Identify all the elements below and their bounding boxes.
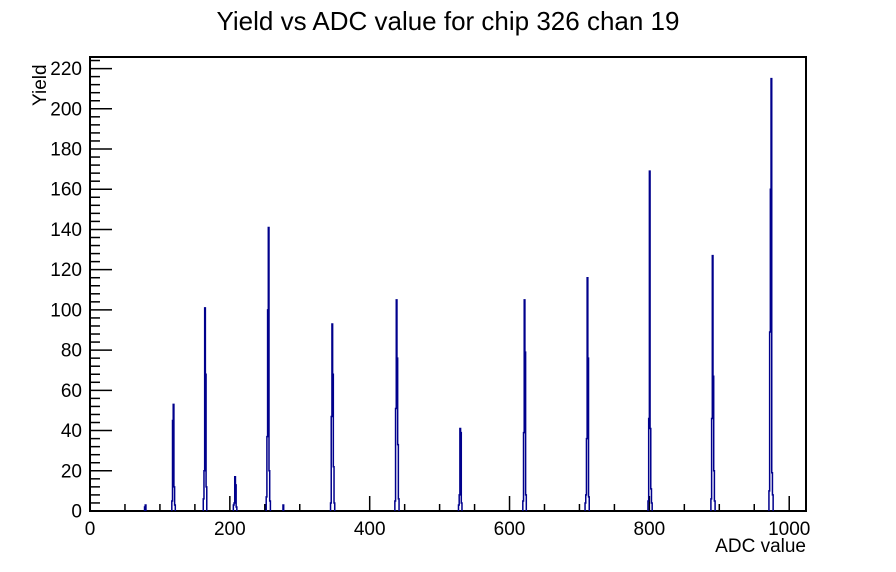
histogram-peak-cluster (710, 254, 716, 511)
histogram-peak-cluster (647, 170, 653, 511)
tick-label: 80 (61, 341, 82, 362)
tick-label: 180 (50, 140, 82, 161)
tick-label: 220 (50, 59, 82, 80)
tick-label: 160 (50, 180, 82, 201)
histogram-peak-cluster (265, 226, 272, 511)
x-axis-tick-labels: 0 200 400 600 800 1000 (85, 519, 811, 540)
tick-label: 200 (50, 99, 82, 120)
histogram-peak-cluster (171, 403, 177, 511)
histogram-peak-cluster (522, 299, 528, 511)
histogram-peak-cluster (282, 504, 285, 511)
chart-title: Yield vs ADC value for chip 326 chan 19 (216, 6, 680, 36)
histogram-peak-cluster (232, 476, 238, 511)
tick-label: 800 (634, 519, 666, 540)
tick-label: 0 (71, 502, 82, 523)
tick-label: 60 (61, 381, 82, 402)
tick-label: 1000 (768, 519, 810, 540)
tick-label: 140 (50, 220, 82, 241)
tick-label: 400 (354, 519, 386, 540)
histogram-peak-cluster (143, 504, 147, 511)
tick-label: 120 (50, 260, 82, 281)
plot-frame (89, 56, 807, 512)
histogram-peak-cluster (394, 299, 400, 511)
histogram-peak-cluster (457, 427, 463, 511)
tick-label: 20 (61, 461, 82, 482)
histogram-peak-cluster (584, 276, 590, 511)
y-axis-minor-ticks (90, 59, 100, 504)
histogram-series (143, 77, 774, 511)
tick-label: 0 (85, 519, 96, 540)
histogram-peak-cluster (768, 77, 774, 511)
tick-label: 200 (214, 519, 246, 540)
y-axis-major-ticks (90, 67, 112, 512)
x-axis-minor-ticks (124, 504, 756, 511)
x-axis-title: ADC value (715, 536, 806, 557)
histogram-peak-cluster (329, 323, 336, 511)
y-axis-tick-labels: 0 20 40 60 80 100 120 140 160 180 200 220 (50, 59, 82, 522)
tick-label: 100 (50, 300, 82, 321)
tick-label: 40 (61, 421, 82, 442)
y-axis-title: Yield (30, 64, 51, 106)
tick-label: 600 (494, 519, 526, 540)
histogram-peak-cluster (202, 307, 208, 511)
